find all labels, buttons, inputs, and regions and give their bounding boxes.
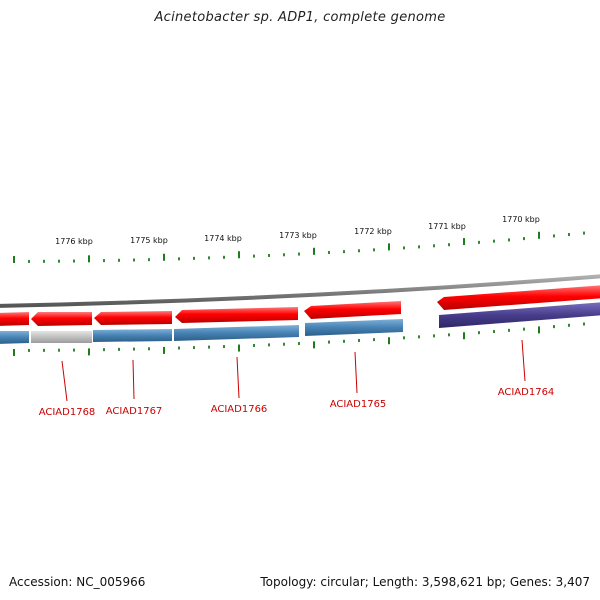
forward-strand-track [0, 285, 600, 326]
ruler-label: 1774 kbp [204, 234, 242, 243]
forward-gene-arrow [31, 312, 92, 326]
gene-label-leader [132, 359, 135, 400]
gene-label-leader [521, 339, 526, 382]
backbone-arc [0, 274, 600, 308]
reverse-gene-block [174, 325, 299, 341]
reverse-gene-block [31, 331, 92, 343]
gene-label[interactable]: ACIAD1766 [211, 404, 268, 415]
ruler-label: 1771 kbp [428, 222, 466, 231]
forward-gene-arrow [304, 301, 401, 319]
reverse-gene-block [0, 331, 29, 344]
gene-label-leader [61, 360, 68, 402]
gene-label-leader [354, 351, 358, 394]
ruler-label: 1773 kbp [279, 231, 317, 240]
gene-label[interactable]: ACIAD1768 [39, 407, 96, 418]
reverse-gene-block [305, 319, 403, 336]
forward-gene-arrow [175, 307, 298, 323]
ruler-label: 1770 kbp [502, 215, 540, 224]
reverse-strand-track [0, 302, 600, 344]
accession-text: Accession: NC_005966 [9, 575, 146, 589]
gene-labels: ACIAD1768 ACIAD1767 ACIAD1766 ACIAD1765 … [39, 339, 555, 418]
gene-label[interactable]: ACIAD1767 [106, 406, 163, 417]
reverse-gene-block [93, 329, 172, 342]
ruler-label: 1772 kbp [354, 227, 392, 236]
forward-gene-arrow [94, 311, 172, 325]
forward-gene-arrow [437, 285, 600, 310]
reverse-gene-block [439, 302, 600, 328]
genome-summary-text: Topology: circular; Length: 3,598,621 bp… [260, 575, 590, 589]
ruler-label: 1775 kbp [130, 236, 168, 245]
upper-ruler-ticks [13, 231, 585, 263]
ruler-label: 1776 kbp [55, 237, 93, 246]
gene-label[interactable]: ACIAD1765 [330, 399, 387, 410]
gene-label[interactable]: ACIAD1764 [498, 387, 555, 398]
ruler-labels: 1776 kbp 1775 kbp 1774 kbp 1773 kbp 1772… [55, 215, 540, 246]
lower-ruler-ticks [13, 322, 585, 356]
gene-label-leader [236, 356, 240, 399]
forward-gene-arrow [0, 312, 29, 326]
map-title: Acinetobacter sp. ADP1, complete genome [154, 10, 446, 25]
